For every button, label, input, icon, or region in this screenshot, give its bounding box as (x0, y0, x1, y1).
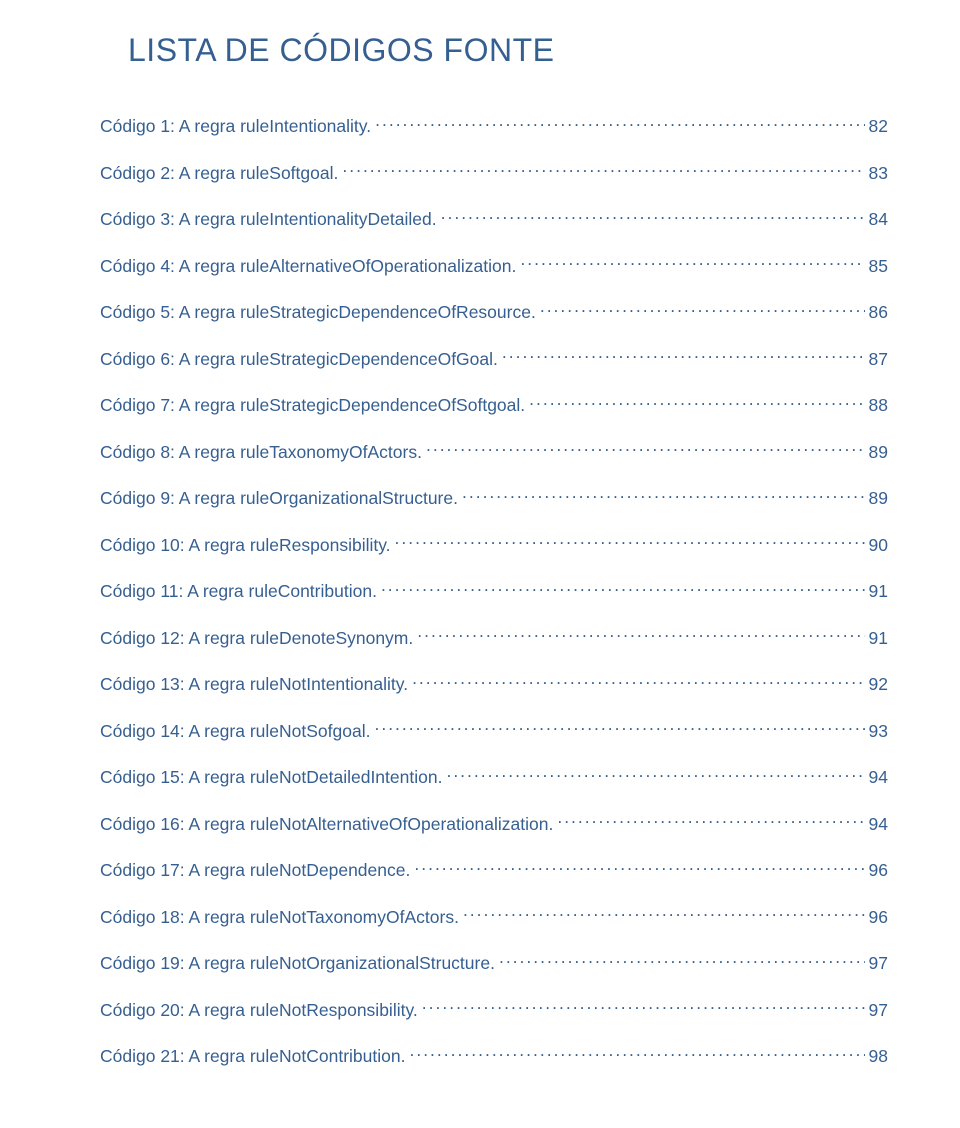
toc-leader-dots (441, 204, 865, 225)
toc-entry[interactable]: Código 2: A regra ruleSoftgoal. 83 (100, 158, 888, 186)
toc-entry-label: Código 9: A regra ruleOrganizationalStru… (100, 486, 458, 511)
toc-leader-dots (463, 902, 865, 923)
toc-entry[interactable]: Código 8: A regra ruleTaxonomyOfActors. 8… (100, 437, 888, 465)
toc-entry[interactable]: Código 20: A regra ruleNotResponsibility… (100, 995, 888, 1023)
toc-entry-page: 86 (869, 300, 888, 325)
toc-leader-dots (529, 390, 864, 411)
toc-entry-label: Código 10: A regra ruleResponsibility. (100, 533, 391, 558)
toc-entry-page: 96 (869, 858, 888, 883)
toc-entry-page: 88 (869, 393, 888, 418)
toc-entry-label: Código 2: A regra ruleSoftgoal. (100, 161, 338, 186)
toc-entry-label: Código 5: A regra ruleStrategicDependenc… (100, 300, 536, 325)
toc-leader-dots (342, 158, 864, 179)
toc-entry-label: Código 17: A regra ruleNotDependence. (100, 858, 410, 883)
toc-entry[interactable]: Código 12: A regra ruleDenoteSynonym. 91 (100, 623, 888, 651)
table-of-contents: Código 1: A regra ruleIntentionality.82C… (100, 111, 888, 1088)
toc-entry-page: 96 (869, 905, 888, 930)
toc-entry-page: 83 (869, 161, 888, 186)
toc-entry[interactable]: Código 7: A regra ruleStrategicDependenc… (100, 390, 888, 418)
document-page: LISTA DE CÓDIGOS FONTE Código 1: A regra… (0, 0, 960, 1128)
toc-entry-label: Código 11: A regra ruleContribution. (100, 579, 377, 604)
toc-entry-page: 84 (869, 207, 888, 232)
toc-entry[interactable]: Código 1: A regra ruleIntentionality. 82 (100, 111, 888, 139)
toc-entry-label: Código 7: A regra ruleStrategicDependenc… (100, 393, 525, 418)
toc-entry[interactable]: Código 18: A regra ruleNotTaxonomyOfActo… (100, 902, 888, 930)
toc-leader-dots (417, 623, 864, 644)
toc-entry-label: Código 4: A regra ruleAlternativeOfOpera… (100, 254, 516, 279)
toc-entry-label: Código 6: A regra ruleStrategicDependenc… (100, 347, 498, 372)
toc-entry-label: Código 14: A regra ruleNotSofgoal. (100, 719, 370, 744)
toc-entry-page: 85 (869, 254, 888, 279)
toc-entry-page: 94 (869, 812, 888, 837)
toc-entry-label: Código 18: A regra ruleNotTaxonomyOfActo… (100, 905, 459, 930)
toc-entry-label: Código 16: A regra ruleNotAlternativeOfO… (100, 812, 553, 837)
toc-entry-page: 97 (869, 998, 888, 1023)
toc-entry-page: 92 (869, 672, 888, 697)
toc-entry-page: 93 (869, 719, 888, 744)
toc-entry[interactable]: Código 3: A regra ruleIntentionalityDeta… (100, 204, 888, 232)
toc-entry-page: 91 (869, 579, 888, 604)
toc-entry[interactable]: Código 15: A regra ruleNotDetailedIntent… (100, 762, 888, 790)
toc-leader-dots (414, 855, 864, 876)
toc-leader-dots (426, 437, 865, 458)
toc-leader-dots (520, 251, 864, 272)
toc-leader-dots (395, 530, 865, 551)
toc-entry[interactable]: Código 14: A regra ruleNotSofgoal. 93 (100, 716, 888, 744)
toc-entry-page: 87 (869, 347, 888, 372)
toc-entry-label: Código 3: A regra ruleIntentionalityDeta… (100, 207, 437, 232)
toc-leader-dots (557, 809, 864, 830)
toc-leader-dots (499, 948, 865, 969)
toc-entry[interactable]: Código 4: A regra ruleAlternativeOfOpera… (100, 251, 888, 279)
toc-leader-dots (540, 297, 865, 318)
toc-entry-label: Código 19: A regra ruleNotOrganizational… (100, 951, 495, 976)
toc-entry-label: Código 12: A regra ruleDenoteSynonym. (100, 626, 413, 651)
toc-leader-dots (381, 576, 865, 597)
toc-entry-label: Código 1: A regra ruleIntentionality. (100, 114, 371, 139)
toc-entry[interactable]: Código 11: A regra ruleContribution. 91 (100, 576, 888, 604)
toc-entry-page: 82 (869, 114, 888, 139)
toc-entry[interactable]: Código 6: A regra ruleStrategicDependenc… (100, 344, 888, 372)
toc-leader-dots (502, 344, 865, 365)
toc-entry[interactable]: Código 21: A regra ruleNotContribution.9… (100, 1041, 888, 1069)
toc-entry[interactable]: Código 16: A regra ruleNotAlternativeOfO… (100, 809, 888, 837)
toc-entry[interactable]: Código 5: A regra ruleStrategicDependenc… (100, 297, 888, 325)
toc-entry[interactable]: Código 9: A regra ruleOrganizationalStru… (100, 483, 888, 511)
page-title: LISTA DE CÓDIGOS FONTE (100, 32, 888, 69)
toc-leader-dots (422, 995, 865, 1016)
toc-entry-page: 89 (869, 440, 888, 465)
toc-entry[interactable]: Código 13: A regra ruleNotIntentionality… (100, 669, 888, 697)
toc-entry-label: Código 13: A regra ruleNotIntentionality… (100, 672, 408, 697)
toc-leader-dots (412, 669, 864, 690)
toc-entry[interactable]: Código 10: A regra ruleResponsibility. 90 (100, 530, 888, 558)
toc-leader-dots (409, 1041, 864, 1062)
toc-entry-page: 94 (869, 765, 888, 790)
toc-entry-page: 91 (869, 626, 888, 651)
toc-entry-label: Código 8: A regra ruleTaxonomyOfActors. (100, 440, 422, 465)
toc-entry-label: Código 20: A regra ruleNotResponsibility… (100, 998, 418, 1023)
toc-entry-page: 97 (869, 951, 888, 976)
toc-leader-dots (375, 111, 864, 132)
toc-entry-label: Código 15: A regra ruleNotDetailedIntent… (100, 765, 442, 790)
toc-entry-page: 90 (869, 533, 888, 558)
toc-leader-dots (446, 762, 864, 783)
toc-entry-page: 89 (869, 486, 888, 511)
toc-leader-dots (374, 716, 864, 737)
toc-entry[interactable]: Código 19: A regra ruleNotOrganizational… (100, 948, 888, 976)
toc-entry[interactable]: Código 17: A regra ruleNotDependence. 96 (100, 855, 888, 883)
toc-leader-dots (462, 483, 865, 504)
